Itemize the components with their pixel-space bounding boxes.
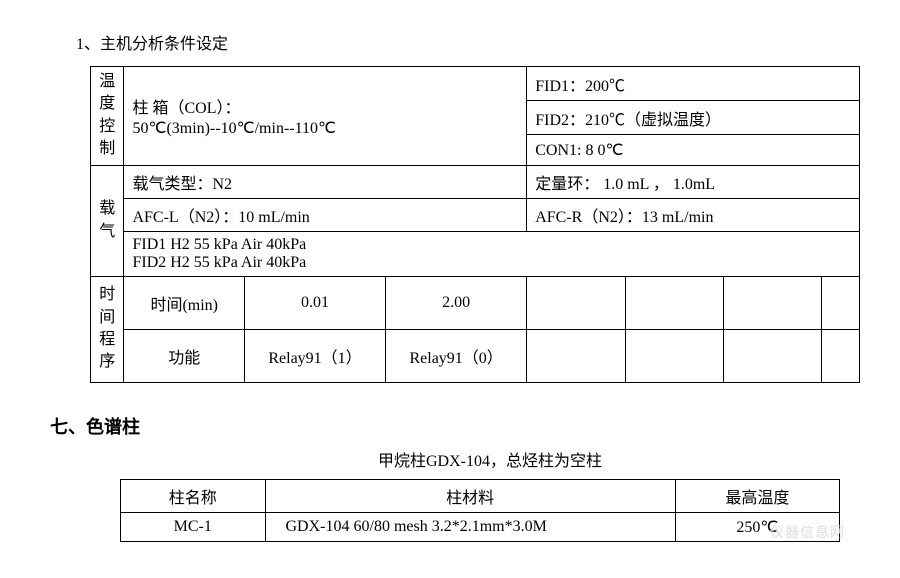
empty-cell <box>625 329 723 382</box>
section-7-title: 七、色谱柱 <box>50 413 850 439</box>
fid1-cell: FID1：200℃ <box>527 67 860 101</box>
empty-cell <box>822 276 860 329</box>
section-heading-1: 1、主机分析条件设定 <box>76 30 850 54</box>
time-value-1: 0.01 <box>244 276 385 329</box>
empty-cell <box>527 329 625 382</box>
column-oven-cell: 柱 箱（COL）： 50℃(3min)--10℃/min--110℃ <box>124 67 527 166</box>
empty-cell <box>625 276 723 329</box>
col-name-value: MC-1 <box>121 512 266 541</box>
analysis-conditions-table: 温度控制 柱 箱（COL）： 50℃(3min)--10℃/min--110℃ … <box>90 66 860 383</box>
empty-cell <box>724 276 822 329</box>
fid-gas-cell: FID1 H2 55 kPa Air 40kPa FID2 H2 55 kPa … <box>124 231 860 276</box>
col-name-header: 柱名称 <box>121 479 266 512</box>
empty-cell <box>822 329 860 382</box>
col-maxtemp-header: 最高温度 <box>675 479 839 512</box>
temp-control-label: 温度控制 <box>91 67 124 166</box>
col-material-value: GDX-104 60/80 mesh 3.2*2.1mm*3.0M <box>265 512 675 541</box>
col-maxtemp-value: 250℃ <box>675 512 839 541</box>
con1-cell: CON1: 8 0℃ <box>527 135 860 165</box>
afcl-cell: AFC-L（N2）：10 mL/min <box>124 198 527 231</box>
section-7-subtitle: 甲烷柱GDX-104，总烃柱为空柱 <box>50 447 850 471</box>
afcr-cell: AFC-R（N2）：13 mL/min <box>527 198 860 231</box>
function-value-2: Relay91（0） <box>386 329 527 382</box>
fid2-cell: FID2：210℃（虚拟温度） <box>527 101 860 135</box>
col-material-header: 柱材料 <box>265 479 675 512</box>
carrier-gas-label: 载气 <box>91 165 124 276</box>
column-spec-table: 柱名称 柱材料 最高温度 MC-1 GDX-104 60/80 mesh 3.2… <box>120 479 840 542</box>
empty-cell <box>724 329 822 382</box>
function-value-1: Relay91（1） <box>244 329 385 382</box>
carrier-type-cell: 载气类型：N2 <box>124 165 527 198</box>
time-header-cell: 时间(min) <box>124 276 245 329</box>
time-value-2: 2.00 <box>386 276 527 329</box>
empty-cell <box>527 276 625 329</box>
loop-cell: 定量环： 1.0 mL ， 1.0mL <box>527 165 860 198</box>
function-header-cell: 功能 <box>124 329 245 382</box>
time-program-label: 时间程序 <box>91 276 124 382</box>
